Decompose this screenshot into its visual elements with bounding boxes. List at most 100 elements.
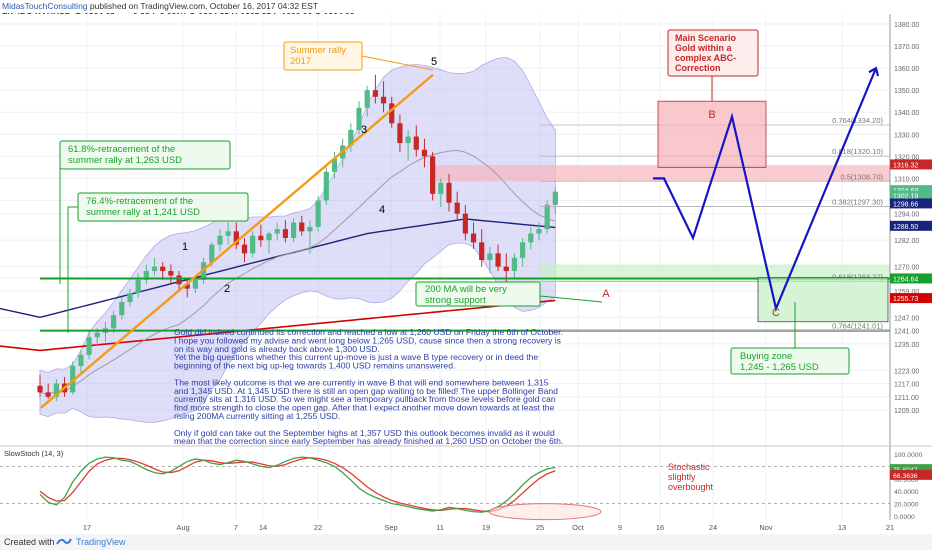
candle xyxy=(119,301,125,316)
fib764-text: summer rally at 1,241 USD xyxy=(86,207,200,218)
price-tick-label: 1360.00 xyxy=(894,66,919,73)
buying-zone-text: 1,245 - 1,265 USD xyxy=(740,362,819,373)
price-tick-label: 1294.00 xyxy=(894,212,919,219)
main-scenario-box xyxy=(667,29,759,77)
x-tick-label: 11 xyxy=(436,523,444,532)
candle xyxy=(446,182,452,203)
x-tick-label: Sep xyxy=(384,523,397,532)
candle xyxy=(78,354,84,366)
x-tick-label: 21 xyxy=(886,523,894,532)
candle xyxy=(160,266,166,272)
candle xyxy=(470,233,477,243)
commentary-line: mean that the correction since early Sep… xyxy=(174,436,563,446)
tradingview-brand[interactable]: TradingView xyxy=(76,537,126,547)
price-tick-label: 1350.00 xyxy=(894,88,919,95)
author-link[interactable]: MidasTouchConsulting xyxy=(2,1,88,11)
main-scenario-text: Gold within a xyxy=(675,43,732,53)
candle xyxy=(209,244,215,263)
stochastic-text: Stochastic xyxy=(668,462,710,472)
candle xyxy=(520,242,526,258)
commentary-line: currently sits at 1,316 USD. So we might… xyxy=(174,394,556,404)
candle xyxy=(53,383,59,397)
gold-chart: 0.764(1334.20) 0.618(1320.10) 0.5(1308.70)… xyxy=(0,14,932,532)
commentary-line: Yet the big questions whether this curre… xyxy=(174,352,538,362)
commentary-line: and 1,345 USD. At 1,345 USD there is sti… xyxy=(174,386,558,396)
stochastic-text: slightly xyxy=(668,472,696,482)
main-scenario-text: complex ABC- xyxy=(675,53,736,63)
candle xyxy=(143,271,149,280)
x-tick-label: Oct xyxy=(572,523,585,532)
candle xyxy=(127,293,133,302)
candle xyxy=(70,365,76,393)
candle xyxy=(454,202,460,214)
fib618-text: summer rally at 1,263 USD xyxy=(68,155,182,166)
candle xyxy=(528,233,534,243)
candle xyxy=(233,231,239,245)
price-tag xyxy=(890,185,932,196)
price-tag xyxy=(890,159,932,170)
candle xyxy=(462,213,468,234)
candle xyxy=(94,332,100,338)
wave-label: 3 xyxy=(361,124,367,136)
summer-rally-text: 2017 xyxy=(290,56,311,67)
published-text: published on TradingView.com, October 16… xyxy=(89,1,318,11)
price-tag xyxy=(890,220,932,231)
fib-label: 0.5(1308.70) xyxy=(840,172,883,181)
candle xyxy=(364,90,370,108)
fib-label: 0.618(1263.27) xyxy=(832,272,883,281)
candle xyxy=(282,229,288,238)
candle xyxy=(430,156,436,194)
candle xyxy=(168,271,174,276)
candle xyxy=(86,337,92,355)
buying-zone-label-box xyxy=(730,347,850,375)
candle xyxy=(323,171,329,201)
candle xyxy=(151,266,158,272)
main-scenario-text: Main Scenario xyxy=(675,33,737,43)
price-tick-label: 1270.00 xyxy=(894,265,919,272)
x-tick-label: 25 xyxy=(536,523,544,532)
price-tick-label: 1205.00 xyxy=(894,408,919,415)
oversold-ellipse xyxy=(488,503,602,521)
candle xyxy=(299,222,305,232)
candle xyxy=(111,315,117,329)
x-tick-label: 17 xyxy=(83,523,91,532)
price-tick-label: 1235.00 xyxy=(894,342,919,349)
wave-label: B xyxy=(708,109,715,121)
x-tick-label: 14 xyxy=(259,523,267,532)
price-tag xyxy=(890,198,932,209)
price-tag-text: 1288.50 xyxy=(893,224,918,231)
x-tick-label: Aug xyxy=(176,523,189,532)
candle xyxy=(331,158,338,172)
price-tick-label: 1259.00 xyxy=(894,289,919,296)
candle xyxy=(184,284,190,289)
fib-label: 0.382(1297.30) xyxy=(832,197,883,206)
candle xyxy=(511,257,518,272)
price-tick-label: 1330.00 xyxy=(894,132,919,139)
price-tag-text: 1316.32 xyxy=(893,162,918,169)
candle xyxy=(217,235,223,245)
x-tick-label: Nov xyxy=(759,523,773,532)
spacer xyxy=(0,125,330,135)
x-tick-label: 9 xyxy=(618,523,622,532)
x-tick-label: 13 xyxy=(838,523,846,532)
price-tag-text: 1298.66 xyxy=(893,201,918,208)
candle xyxy=(356,107,362,130)
candle xyxy=(307,226,313,232)
price-tag-text: 1302.19 xyxy=(893,194,918,201)
oscillator-value-text: 66.3636 xyxy=(893,473,918,480)
commentary-line: rising 200MA currently sitting at 1,255 … xyxy=(174,411,340,421)
candle xyxy=(405,136,411,144)
stochastic-text: overbought xyxy=(668,482,714,492)
candle xyxy=(372,90,378,97)
price-tick-label: 1340.00 xyxy=(894,110,919,117)
price-tag xyxy=(890,190,932,201)
price-tick-label: 1217.00 xyxy=(894,382,919,389)
price-tick-label: 1241.00 xyxy=(894,329,919,336)
candle xyxy=(274,229,280,234)
fib618-box xyxy=(59,140,231,170)
candle xyxy=(495,253,501,267)
candle xyxy=(348,129,354,146)
summer-rally-pointer xyxy=(361,55,434,71)
wave-label: 1 xyxy=(182,241,188,253)
oscillator-tick-label: 20.0000 xyxy=(894,502,919,509)
